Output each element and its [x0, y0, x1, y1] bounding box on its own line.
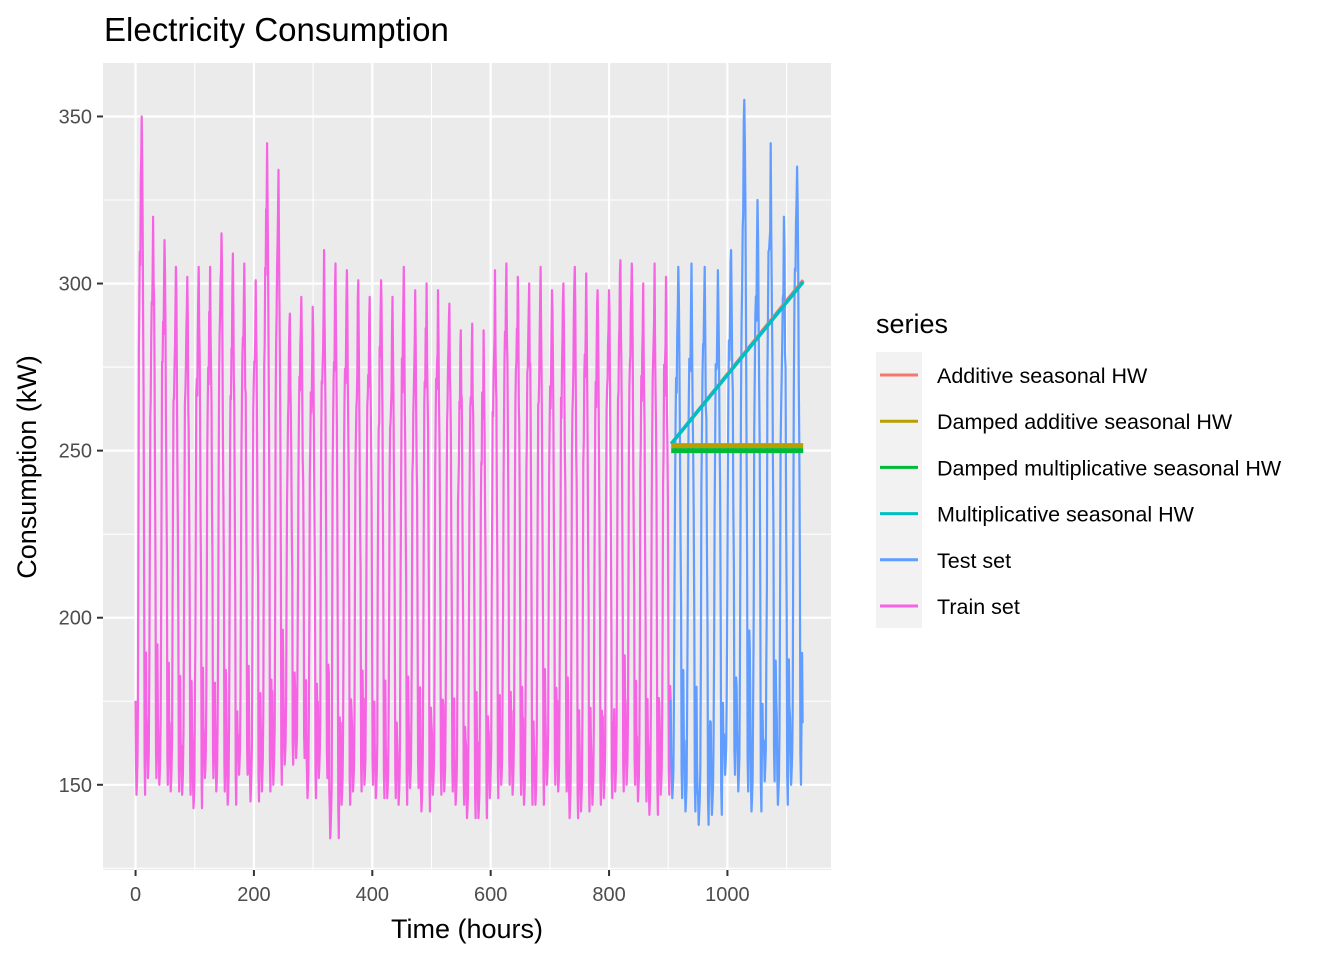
train-set-line — [134, 115, 672, 840]
legend-label: Additive seasonal HW — [937, 364, 1148, 388]
x-tick-label: 600 — [474, 884, 507, 906]
legend-item: Multiplicative seasonal HW — [880, 503, 1195, 527]
legend-item: Additive seasonal HW — [880, 364, 1148, 388]
legend-item: Train set — [880, 595, 1020, 619]
legend-item: Damped multiplicative seasonal HW — [880, 456, 1282, 480]
multiplicative-hw-line — [669, 280, 805, 446]
legend-label: Test set — [937, 549, 1011, 573]
legend-label: Damped additive seasonal HW — [937, 410, 1233, 434]
legend-label: Multiplicative seasonal HW — [937, 503, 1195, 527]
legend-item: Test set — [880, 549, 1011, 573]
x-tick-label: 800 — [592, 884, 625, 906]
y-axis-title: Consumption (kW) — [12, 355, 42, 579]
y-tick-label: 200 — [59, 608, 92, 630]
legend-label: Damped multiplicative seasonal HW — [937, 456, 1282, 480]
legend-key-background — [876, 352, 922, 628]
y-tick-label: 150 — [59, 775, 92, 797]
x-tick-label: 1000 — [705, 884, 750, 906]
x-tick-label: 200 — [237, 884, 270, 906]
chart-title: Electricity Consumption — [104, 11, 449, 48]
x-tick-label: 400 — [356, 884, 389, 906]
y-axis: 150 200 250 300 350 — [59, 106, 103, 797]
legend-item: Damped additive seasonal HW — [880, 410, 1233, 434]
series-layer — [134, 98, 805, 840]
legend-label: Train set — [937, 595, 1020, 619]
x-axis-title: Time (hours) — [391, 914, 543, 944]
legend: series Additive seasonal HW Damped additi… — [876, 309, 1282, 628]
x-axis: 0 200 400 600 800 1000 — [130, 870, 750, 906]
y-tick-label: 250 — [59, 441, 92, 463]
legend-title: series — [876, 309, 948, 339]
x-tick-label: 0 — [130, 884, 141, 906]
y-tick-label: 300 — [59, 274, 92, 296]
y-tick-label: 350 — [59, 106, 92, 128]
